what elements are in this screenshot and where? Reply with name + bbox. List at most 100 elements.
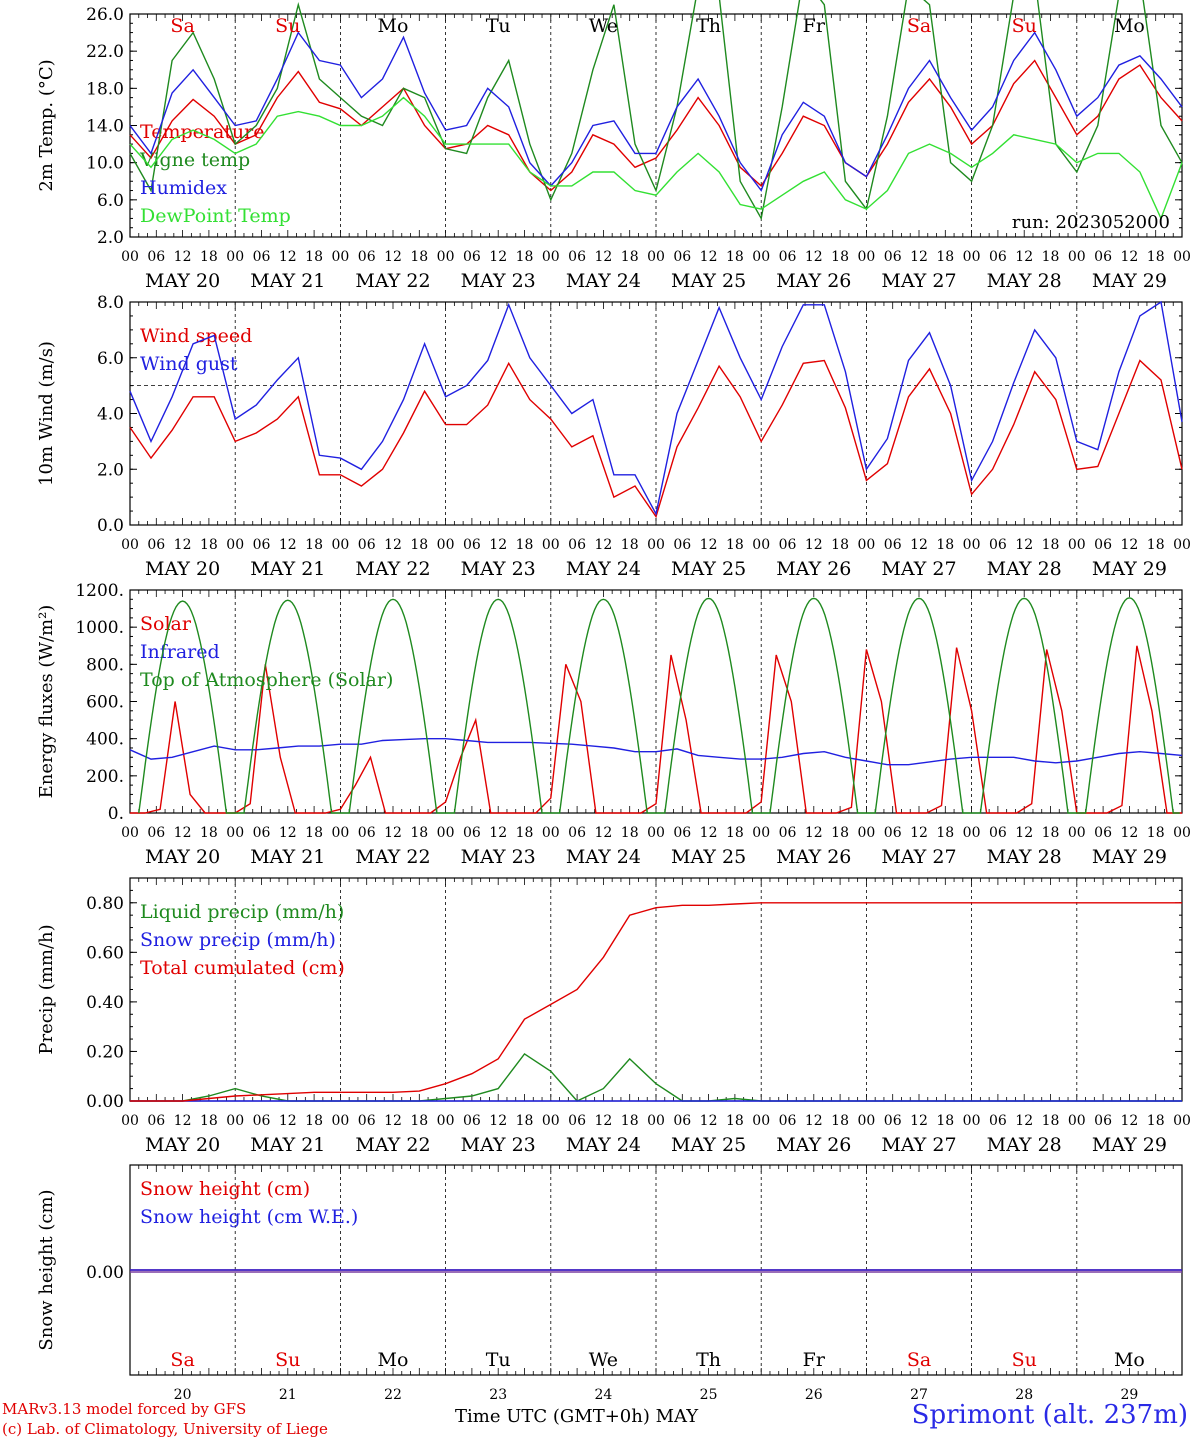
date-label: MAY 27 (881, 846, 956, 868)
x-tick-label: 12 (1120, 537, 1138, 553)
x-tick-label: 00 (1068, 825, 1086, 841)
x-tick-label: 18 (621, 1113, 639, 1129)
x-tick-label: 06 (989, 249, 1007, 265)
y-tick-label: 400. (86, 730, 124, 750)
y-tick-label: 600. (86, 693, 124, 713)
x-tick-label: 00 (331, 249, 349, 265)
x-tick-label: 00 (542, 249, 560, 265)
date-label: MAY 28 (987, 846, 1062, 868)
day-number-label: 27 (910, 1387, 928, 1403)
y-tick-label: 4.0 (97, 405, 124, 425)
x-tick-label: 12 (1120, 249, 1138, 265)
weekday-label: Th (696, 15, 721, 37)
x-tick-label: 00 (437, 825, 455, 841)
y-tick-label: 14.0 (86, 117, 124, 137)
date-label: MAY 25 (671, 558, 746, 580)
series-line-total-cumulated-cm- (130, 902, 1182, 1102)
x-tick-label: 06 (463, 1113, 481, 1129)
x-tick-label: 12 (384, 825, 402, 841)
x-tick-label: 00 (542, 537, 560, 553)
x-axis-month: MAY (655, 1406, 699, 1427)
x-tick-label: 00 (752, 825, 770, 841)
weekday-label: Fr (803, 1349, 826, 1371)
x-tick-label: 18 (305, 1113, 323, 1129)
x-tick-label: 12 (174, 825, 192, 841)
weekday-label: We (589, 1349, 618, 1371)
date-label: MAY 22 (355, 270, 430, 292)
y-tick-label: 1000. (75, 618, 124, 638)
x-tick-label: 06 (253, 825, 271, 841)
x-tick-label: 12 (910, 825, 928, 841)
x-tick-label: 18 (410, 825, 428, 841)
x-tick-label: 00 (1068, 249, 1086, 265)
x-tick-label: 00 (857, 249, 875, 265)
x-tick-label: 18 (1147, 249, 1165, 265)
weekday-label: Mo (1114, 15, 1145, 37)
legend-entry: Wind speed (140, 325, 252, 347)
x-axis-title: Time UTC (GMT+0h) MAY (455, 1406, 698, 1427)
date-label: MAY 24 (566, 846, 641, 868)
x-tick-label: 06 (463, 825, 481, 841)
x-tick-label: 00 (121, 825, 139, 841)
date-label: MAY 27 (881, 1134, 956, 1156)
x-tick-label: 12 (805, 249, 823, 265)
x-tick-label: 06 (989, 537, 1007, 553)
x-tick-label: 18 (1042, 825, 1060, 841)
x-tick-label: 12 (594, 249, 612, 265)
legend-entry: Liquid precip (mm/h) (140, 901, 344, 923)
x-tick-label: 12 (279, 1113, 297, 1129)
x-tick-label: 12 (700, 249, 718, 265)
x-tick-label: 00 (542, 1113, 560, 1129)
station-name: Sprimont (alt. 237m) (911, 1400, 1188, 1430)
legend-entry: Top of Atmosphere (Solar) (140, 669, 393, 691)
date-label: MAY 28 (987, 558, 1062, 580)
x-tick-label: 06 (253, 537, 271, 553)
y-tick-label: 6.0 (97, 349, 124, 369)
y-axis-label: Snow height (cm) (36, 1189, 57, 1350)
y-tick-label: 8.0 (97, 293, 124, 313)
legend-entry: Snow height (cm) (140, 1178, 310, 1200)
day-number-label: 29 (1120, 1387, 1138, 1403)
date-label: MAY 21 (250, 270, 325, 292)
date-label: MAY 29 (1092, 270, 1167, 292)
weekday-label: Th (696, 1349, 721, 1371)
x-tick-label: 18 (726, 1113, 744, 1129)
date-label: MAY 25 (671, 270, 746, 292)
x-tick-label: 12 (805, 825, 823, 841)
x-tick-label: 06 (147, 249, 165, 265)
legend-entry: Vigne temp (139, 149, 250, 171)
x-tick-label: 12 (489, 1113, 507, 1129)
x-tick-label: 00 (963, 1113, 981, 1129)
x-tick-label: 06 (673, 1113, 691, 1129)
series-line-wind-speed (129, 359, 1183, 519)
series-line-vigne-temp (129, 0, 1183, 221)
date-label: MAY 29 (1092, 1134, 1167, 1156)
x-tick-label: 18 (936, 249, 954, 265)
panel-precip: 0.00 0.20 0.40 0.60 0.80 Precip (mm/h) Liquid … (36, 877, 1191, 1156)
x-tick-label: 06 (568, 825, 586, 841)
x-tick-label: 12 (1015, 825, 1033, 841)
run-label: run: 2023052000 (1012, 212, 1170, 233)
x-tick-label: 06 (673, 249, 691, 265)
date-label: MAY 28 (987, 1134, 1062, 1156)
weekday-label: Su (1012, 15, 1037, 37)
x-tick-label: 18 (305, 537, 323, 553)
x-tick-label: 00 (647, 825, 665, 841)
x-tick-label: 00 (752, 1113, 770, 1129)
x-tick-label: 00 (437, 537, 455, 553)
x-tick-label: 18 (516, 1113, 534, 1129)
x-tick-label: 00 (1173, 1113, 1191, 1129)
date-label: MAY 20 (145, 558, 220, 580)
weekday-label: Sa (170, 15, 194, 37)
x-tick-label: 06 (147, 537, 165, 553)
date-label: MAY 23 (461, 558, 536, 580)
x-tick-label: 18 (410, 1113, 428, 1129)
x-tick-label: 12 (910, 249, 928, 265)
series-line-top-of-atmosphere-solar- (138, 597, 1180, 814)
date-label: MAY 21 (250, 558, 325, 580)
x-tick-label: 18 (936, 537, 954, 553)
y-tick-label: 0.40 (86, 993, 124, 1013)
x-tick-label: 00 (121, 1113, 139, 1129)
x-tick-label: 06 (884, 249, 902, 265)
